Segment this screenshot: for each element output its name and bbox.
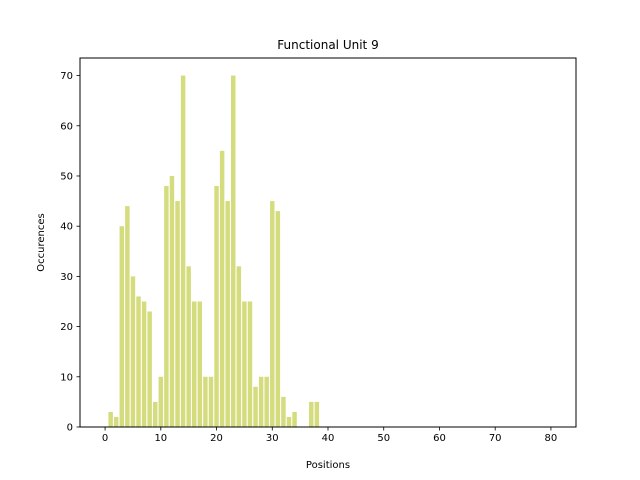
bar-28 (258, 376, 264, 427)
x-tick-label: 50 (377, 433, 390, 444)
x-tick-label: 70 (489, 433, 502, 444)
bar-15 (186, 266, 191, 427)
bar-7 (141, 301, 147, 427)
bar-20 (214, 186, 219, 427)
x-tick-label: 30 (266, 433, 279, 444)
plot-frame (79, 57, 577, 428)
bar-27 (253, 386, 258, 427)
y-axis-ticks: 0 10 20 30 40 50 60 70 (60, 71, 80, 434)
bar-1 (108, 411, 113, 427)
bar-32 (281, 396, 286, 427)
bar-29 (264, 376, 269, 427)
bar-25 (242, 301, 247, 427)
y-tick-label: 10 (60, 372, 73, 383)
y-tick-label: 40 (60, 222, 73, 233)
chart-title: Functional Unit 9 (277, 38, 378, 52)
bar-26 (247, 301, 253, 427)
bar-9 (153, 401, 158, 427)
bar-12 (169, 175, 175, 427)
x-tick-label: 20 (210, 433, 223, 444)
bar-8 (147, 311, 152, 427)
bar-16 (192, 301, 197, 427)
bar-5 (130, 276, 136, 427)
bar-24 (236, 266, 242, 427)
bar-3 (119, 226, 125, 427)
x-axis-ticks: 0 10 20 30 40 50 60 70 80 (102, 427, 557, 444)
y-tick-label: 60 (60, 121, 73, 132)
y-tick-label: 50 (60, 171, 73, 182)
bar-34 (292, 411, 297, 427)
bar-38 (314, 401, 320, 427)
y-tick-label: 20 (60, 322, 73, 333)
y-tick-label: 0 (67, 423, 73, 434)
x-tick-label: 10 (154, 433, 167, 444)
x-tick-label: 40 (322, 433, 335, 444)
bar-10 (158, 376, 164, 427)
bar-21 (219, 150, 225, 427)
bar-11 (164, 186, 169, 427)
y-axis-label: Occurences (36, 213, 47, 271)
y-tick-label: 30 (60, 272, 73, 283)
bar-30 (270, 201, 275, 427)
bar-14 (180, 75, 186, 428)
bar-37 (309, 401, 314, 427)
bar-18 (203, 376, 208, 427)
bar-19 (208, 376, 214, 427)
bar-6 (136, 296, 141, 427)
bar-13 (175, 201, 180, 427)
bar-4 (125, 206, 130, 427)
bar-17 (197, 301, 203, 427)
x-tick-label: 80 (545, 433, 558, 444)
bar-23 (231, 75, 236, 428)
bars-group (108, 75, 320, 428)
bar-22 (225, 201, 230, 427)
y-tick-label: 70 (60, 71, 73, 82)
bar-31 (275, 211, 281, 427)
x-axis-label: Positions (306, 460, 350, 471)
bar-2 (113, 416, 119, 427)
bar-33 (286, 416, 292, 427)
x-tick-label: 0 (102, 433, 108, 444)
x-tick-label: 60 (433, 433, 446, 444)
